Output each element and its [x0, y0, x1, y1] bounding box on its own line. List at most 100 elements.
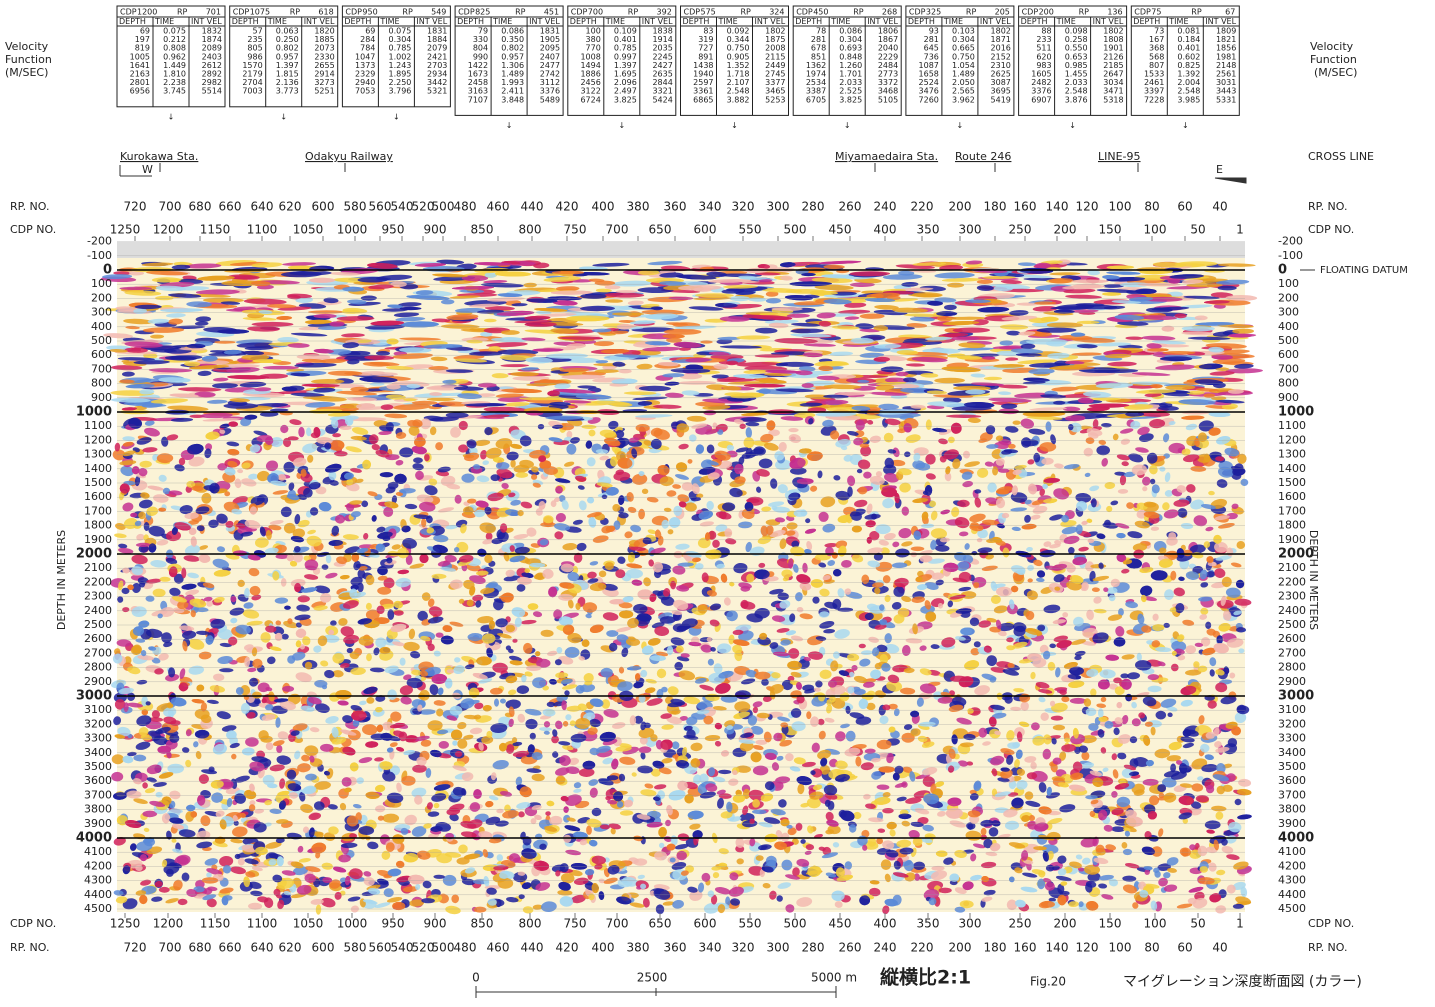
seismic-event	[482, 460, 489, 466]
seismic-event	[891, 601, 902, 610]
seismic-event	[641, 488, 649, 495]
seismic-event	[429, 426, 437, 436]
seismic-event	[298, 426, 305, 438]
seismic-event	[136, 533, 145, 541]
seismic-event	[427, 643, 435, 651]
seismic-event	[806, 711, 812, 720]
seismic-event	[959, 531, 969, 537]
seismic-event	[990, 755, 1005, 766]
seismic-event	[763, 817, 781, 825]
seismic-event	[438, 740, 449, 749]
seismic-event	[867, 419, 874, 425]
seismic-event	[383, 577, 395, 589]
seismic-event	[863, 471, 872, 479]
seismic-event	[868, 887, 881, 897]
seismic-event	[875, 471, 883, 478]
seismic-event	[561, 499, 569, 510]
seismic-event	[764, 781, 775, 791]
seismic-event	[834, 901, 843, 908]
seismic-event	[197, 370, 212, 377]
velocity-label: (M/SEC)	[1314, 66, 1357, 79]
velocity-label: (M/SEC)	[5, 66, 48, 79]
seismic-event	[350, 386, 369, 393]
seismic-event	[1164, 472, 1171, 483]
seismic-event	[223, 403, 259, 409]
scale-label: 5000 m	[811, 971, 857, 985]
seismic-event	[1000, 279, 1022, 284]
seismic-event	[231, 753, 237, 760]
seismic-event	[562, 721, 569, 727]
seismic-event	[997, 384, 1028, 389]
seismic-event	[802, 562, 808, 573]
seismic-event	[113, 271, 131, 276]
seismic-event	[1020, 701, 1029, 712]
seismic-event	[857, 835, 868, 846]
seismic-event	[720, 811, 733, 819]
seismic-event	[243, 602, 254, 609]
seismic-event	[206, 600, 213, 607]
seismic-event	[764, 319, 799, 324]
seismic-event	[661, 724, 674, 730]
rp-label: RP. NO.	[10, 200, 50, 213]
seismic-event	[1093, 596, 1102, 604]
seismic-event	[155, 295, 174, 301]
seismic-event	[555, 720, 563, 730]
seismic-event	[249, 800, 256, 806]
seismic-event	[181, 872, 190, 882]
seismic-event	[910, 546, 925, 552]
seismic-event	[474, 702, 484, 710]
seismic-event	[602, 612, 619, 621]
seismic-event	[182, 747, 190, 753]
scale-label: 0	[472, 971, 480, 985]
seismic-event	[1110, 500, 1119, 506]
seismic-event	[817, 470, 823, 479]
seismic-event	[1090, 498, 1097, 508]
seismic-event	[242, 609, 260, 619]
seismic-image	[100, 242, 1263, 915]
seismic-event	[501, 330, 520, 335]
seismic-event	[188, 456, 205, 467]
seismic-event	[139, 460, 152, 468]
seismic-event	[1118, 344, 1143, 349]
seismic-event	[467, 632, 483, 642]
seismic-event	[131, 583, 141, 593]
seismic-event	[215, 810, 225, 817]
figure-number: Fig.20	[1030, 975, 1066, 989]
seismic-event	[234, 478, 242, 489]
seismic-event	[818, 511, 829, 522]
seismic-event	[473, 906, 487, 913]
seismic-event	[386, 897, 403, 903]
seismic-event	[771, 762, 780, 771]
seismic-event	[363, 533, 369, 540]
seismic-event	[588, 429, 596, 437]
seismic-event	[188, 638, 205, 650]
seismic-event	[117, 596, 124, 603]
seismic-event	[410, 651, 421, 659]
seismic-event	[203, 596, 213, 602]
seismic-event	[1114, 686, 1125, 695]
seismic-event	[937, 315, 953, 322]
seismic-event	[280, 424, 289, 434]
seismic-event	[219, 668, 234, 673]
east: E	[1216, 163, 1223, 176]
cdp-label: CDP NO.	[1308, 223, 1354, 236]
velocity-label: Function	[1310, 53, 1357, 66]
seismic-event	[1010, 507, 1028, 512]
cross-line: CROSS LINE	[1308, 150, 1374, 163]
seismic-event	[1163, 872, 1171, 879]
depth-title: DEPTH IN METERS	[1307, 530, 1320, 630]
seismic-event	[1136, 652, 1142, 662]
seismic-event	[805, 518, 811, 524]
seismic-event	[341, 309, 360, 314]
west: W	[142, 163, 153, 176]
seismic-event	[576, 542, 587, 551]
velocity-label: Function	[5, 53, 52, 66]
seismic-event	[433, 874, 445, 879]
seismic-event	[361, 500, 369, 508]
seismic-event	[1125, 336, 1144, 340]
seismic-event	[426, 802, 433, 810]
seismic-event	[938, 438, 948, 445]
velocity-label: Velocity	[1310, 40, 1354, 53]
seismic-event	[513, 534, 529, 540]
datum-label: FLOATING DATUM	[1320, 265, 1408, 276]
